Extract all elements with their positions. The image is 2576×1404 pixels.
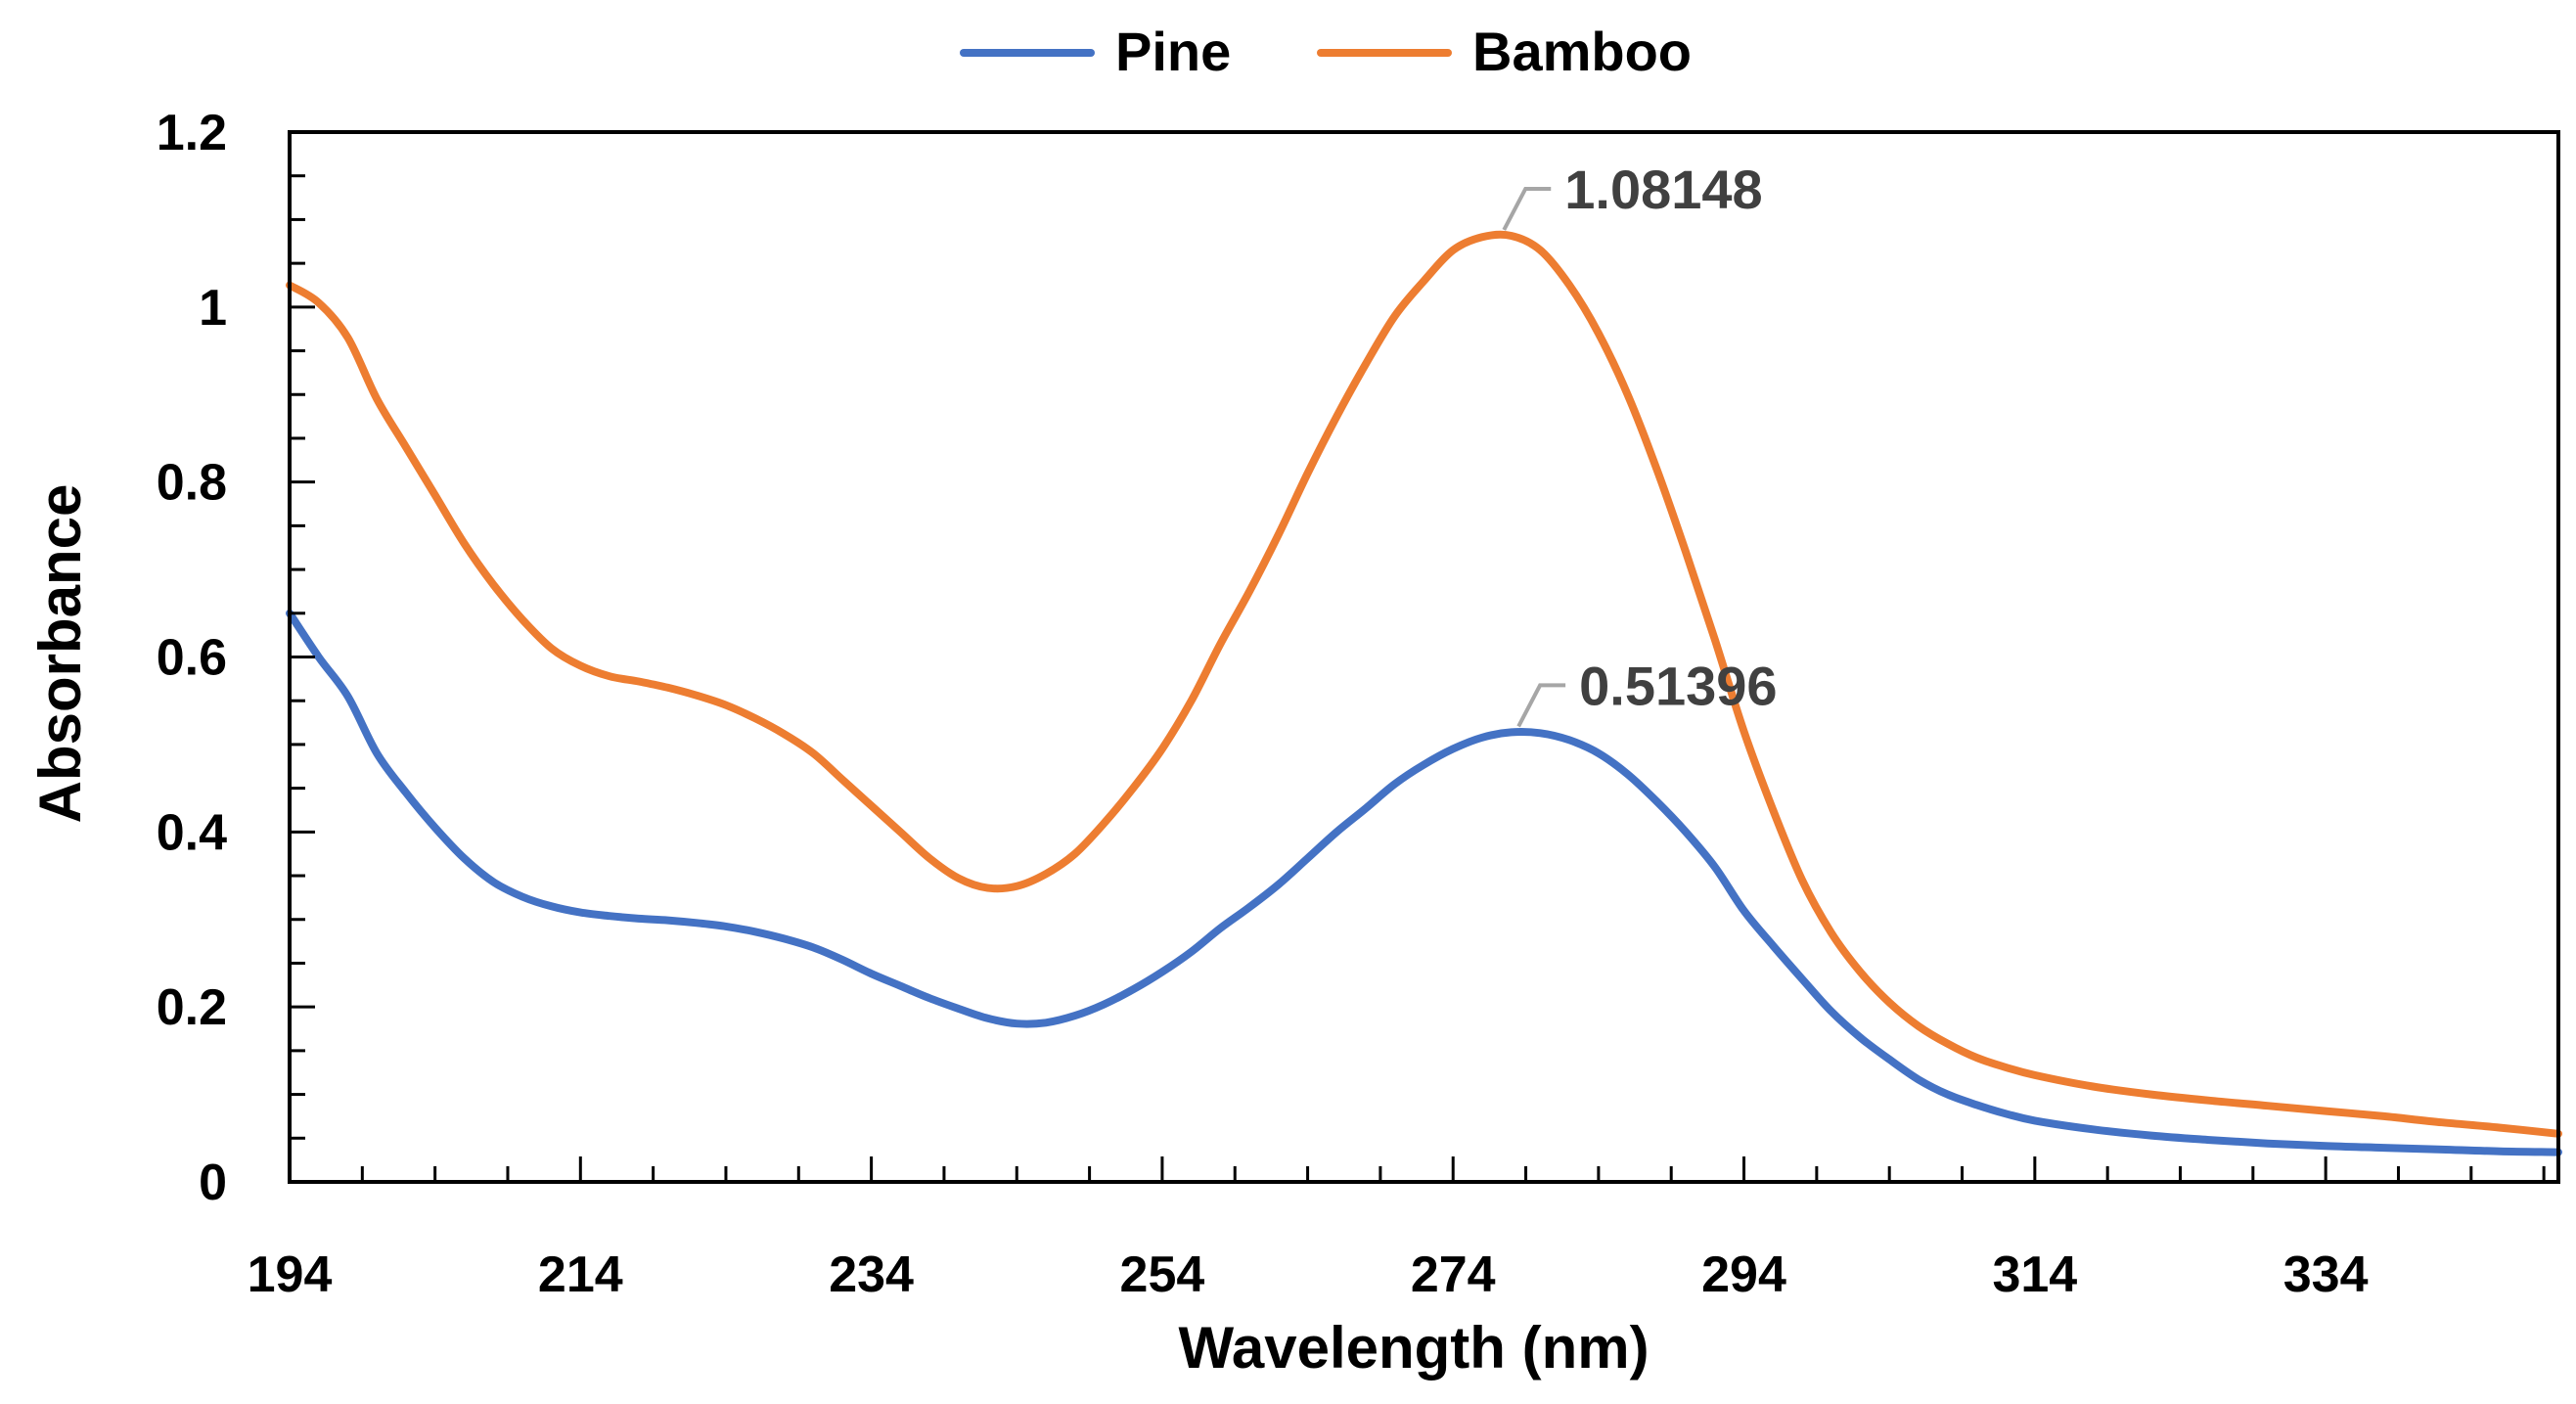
- plot-border: [288, 130, 2560, 1184]
- plot-lines: [286, 230, 2562, 1156]
- x-tick-label: 194: [248, 1246, 333, 1303]
- y-tick-label: 1.2: [157, 105, 227, 161]
- legend-label-pine: Pine: [1115, 21, 1231, 82]
- x-axis-title: Wavelength (nm): [1178, 1315, 1649, 1381]
- annotation-leader-line: [1502, 186, 1552, 231]
- y-tick-label: 0.8: [157, 455, 227, 512]
- x-tick-label: 294: [1701, 1246, 1786, 1303]
- y-tick-label: 0.4: [157, 804, 227, 861]
- annotation-label-bamboo: 1.08148: [1564, 159, 1762, 220]
- legend-label-bamboo: Bamboo: [1472, 21, 1692, 82]
- annotation-leader-line: [1516, 683, 1566, 728]
- x-axis: 194 214 234 254 274 294 314 334: [248, 1156, 2546, 1303]
- annotation-label-pine: 0.51396: [1579, 655, 1777, 716]
- x-tick-label: 314: [1992, 1246, 2077, 1303]
- x-tick-label: 234: [829, 1246, 914, 1303]
- data-annotations: 1.08148 0.51396: [1502, 159, 1778, 728]
- y-axis-title: Absorbance: [27, 484, 93, 824]
- y-tick-label: 0.2: [157, 979, 227, 1036]
- y-tick-label: 1: [199, 280, 227, 337]
- x-tick-label: 214: [538, 1246, 623, 1303]
- y-tick-label: 0: [199, 1155, 227, 1211]
- series-line-bamboo: [286, 230, 2562, 1138]
- legend: Pine Bamboo: [960, 21, 1692, 82]
- plot-frame: [288, 130, 2560, 1184]
- x-tick-label: 274: [1411, 1246, 1496, 1303]
- x-tick-label: 254: [1120, 1246, 1205, 1303]
- y-axis: 0 0.2 0.4 0.6 0.8 1 1.2: [157, 105, 315, 1211]
- x-tick-label: 334: [2283, 1246, 2369, 1303]
- series-line-pine: [286, 609, 2562, 1156]
- y-tick-label: 0.6: [157, 630, 227, 687]
